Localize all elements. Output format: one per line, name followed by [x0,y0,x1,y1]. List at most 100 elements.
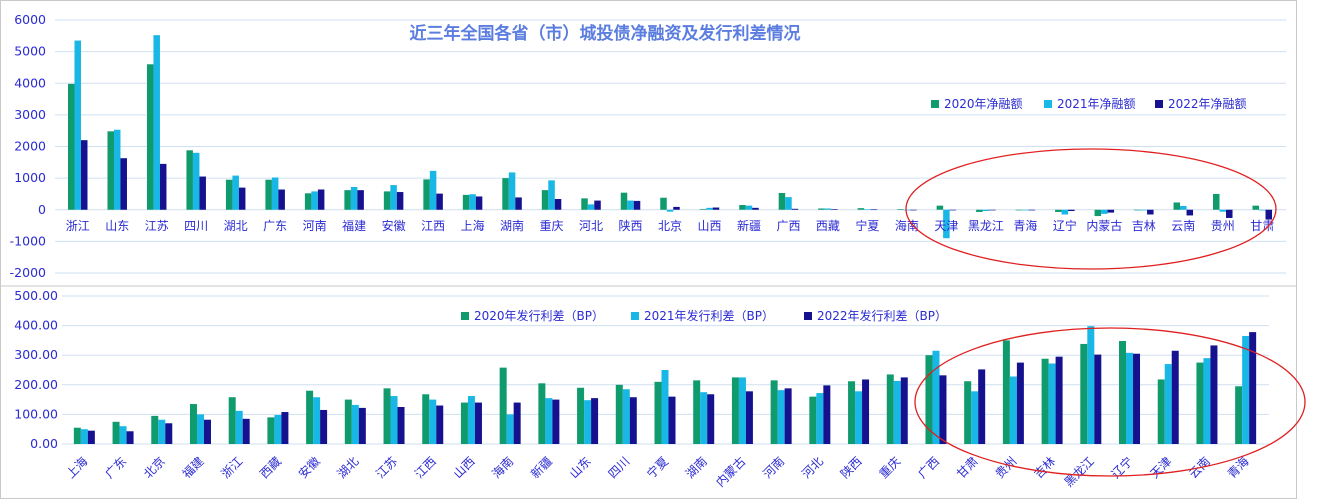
bar-1 [383,388,391,444]
bar-3 [396,192,404,210]
bar-1 [107,131,114,210]
x-tick-label: 辽宁 [1053,218,1077,233]
bar-3 [900,377,908,444]
bar-3 [436,405,444,444]
y-tick-label: 5000 [14,44,46,59]
bar-2 [622,389,630,444]
bar-1 [1002,340,1010,444]
x-tick-label: 江西 [421,219,445,233]
bar-3 [515,197,522,210]
bar-2 [785,197,792,210]
bar-1 [897,209,904,210]
bar-3 [126,431,134,444]
bar-3 [357,190,364,210]
x-tick-label: 吉林 [1132,219,1156,233]
bar-3 [1186,209,1194,216]
x-tick-label: 安徽 [382,218,406,233]
bar-3 [633,200,641,210]
y-tick-label: -2000 [10,265,46,280]
bar-2 [506,414,514,444]
bar-1 [654,381,662,444]
bar-2 [666,209,674,212]
bar-3 [165,423,173,444]
bar-3 [591,398,599,444]
bar-1 [581,198,588,210]
y-tick-label: 2000 [14,139,46,154]
bar-2 [469,194,476,210]
bar-3 [1016,362,1024,444]
bar-1 [620,192,628,210]
x-tick-label: 四川 [184,219,208,233]
bar-2 [932,350,940,444]
bar-3 [554,199,562,210]
bar-1 [344,399,352,444]
x-tick-label: 甘肃 [954,454,981,481]
x-tick-label: 山东 [105,219,129,233]
bar-3 [823,385,831,444]
legend-label: 2022年发行利差（BP） [817,308,947,323]
legend-swatch [1044,100,1052,108]
bar-2 [738,377,746,444]
bar-1 [1252,205,1260,210]
bar-3 [673,206,680,210]
bar-2 [1140,209,1148,211]
x-tick-label: 宁夏 [855,218,879,233]
x-tick-label: 安徽 [295,454,323,482]
bar-3 [989,209,996,211]
bar-1 [422,394,430,444]
bar-3 [87,430,95,444]
x-tick-label: 江苏 [145,219,169,233]
bar-1 [1196,362,1204,444]
issuance-spread-chart: 0.00 100.00 200.00 300.00 400.00 500.00 上海 广东 北京… [14,288,1269,490]
bar-3 [752,207,759,210]
bar-3 [120,158,127,210]
bar-2 [864,209,871,211]
bar-1 [462,194,470,210]
bar-3 [1226,209,1233,218]
x-tick-label: 山东 [567,454,594,481]
bar-3 [594,200,601,210]
y-tick-label: 3000 [14,107,46,122]
bar-2 [903,209,911,211]
bar-1 [925,355,933,444]
bar-2 [232,175,239,210]
x-tick-label: 海南 [489,454,517,482]
highlight-ellipse-top [905,148,1277,270]
x-tick-label: 福建 [179,454,207,482]
bar-1 [499,367,507,444]
bar-2 [661,370,669,444]
x-tick-label: 浙江 [218,454,245,481]
x-tick-label: 湖南 [500,218,524,233]
bar-1 [699,209,707,210]
bar-1 [693,380,701,444]
x-tick-label: 重庆 [876,454,903,481]
bar-3 [475,196,483,210]
bar-1 [344,190,351,210]
bar-3 [317,189,325,210]
x-tick-label: 辽宁 [1108,454,1136,482]
x-tick-label: 内蒙古 [1086,218,1122,233]
bar-3 [1249,332,1257,444]
bar-2 [467,396,475,444]
x-tick-label: 山西 [451,454,478,481]
bar-2 [1203,358,1211,444]
bar-1 [848,381,856,444]
bar-3 [791,208,799,210]
bar-1 [1213,193,1220,210]
chart-frame [0,0,1297,499]
x-tick-label: 青海 [1013,218,1037,233]
bar-2 [971,391,979,444]
x-tick-label: 广西 [776,219,800,233]
bar-2 [313,397,321,444]
bar-1 [304,193,312,210]
x-tick-label: 上海 [63,454,91,482]
bar-3 [1210,345,1218,444]
x-tick-label: 新疆 [527,454,555,482]
bar-2 [548,180,555,210]
bar-1 [660,197,667,210]
bar-1 [739,205,746,210]
bar-2 [545,398,553,444]
legend-swatch [631,312,639,320]
bar-1 [383,191,391,210]
x-tick-label: 贵州 [993,454,1020,481]
